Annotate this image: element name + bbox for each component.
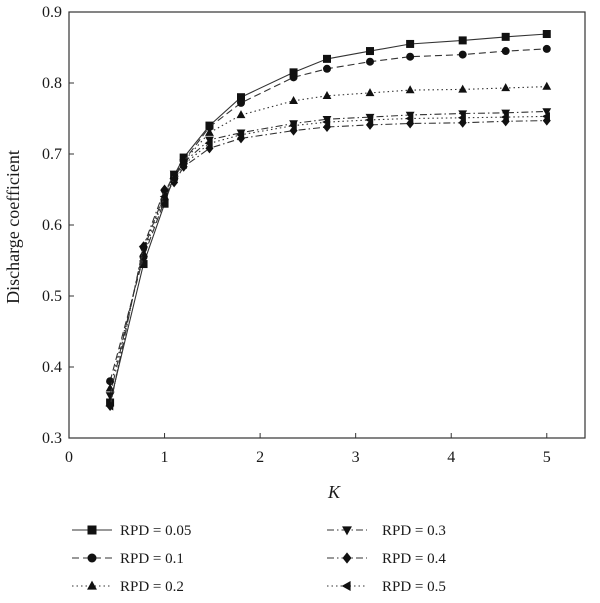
data-point: [160, 184, 169, 195]
y-tick-label: 0.9: [42, 4, 62, 21]
data-point: [205, 136, 214, 145]
series-line: [109, 120, 547, 407]
data-point: [322, 90, 332, 99]
data-point: [236, 130, 245, 140]
legend-item-3: RPD = 0.2: [72, 579, 184, 595]
data-point: [323, 54, 331, 63]
data-point: [169, 174, 178, 184]
data-point: [457, 113, 466, 123]
data-point: [205, 127, 214, 136]
legend-marker: [341, 581, 351, 591]
series-line: [109, 110, 547, 396]
data-point: [458, 110, 468, 119]
data-point: [501, 109, 511, 118]
legend-label: RPD = 0.5: [382, 579, 446, 595]
legend-marker: [87, 580, 97, 590]
y-tick-label: 0.3: [42, 430, 62, 447]
series-4: [105, 108, 552, 401]
x-tick-label: 5: [543, 449, 551, 466]
data-point: [159, 192, 168, 201]
data-point: [204, 138, 213, 148]
data-point: [178, 160, 187, 170]
data-point: [138, 241, 147, 251]
series-line: [109, 115, 547, 407]
data-point: [542, 44, 551, 53]
series-6: [105, 111, 550, 411]
data-point: [501, 83, 511, 92]
data-point: [458, 50, 467, 59]
data-point: [237, 93, 245, 102]
legend-label: RPD = 0.2: [120, 579, 184, 595]
legend-marker: [87, 553, 97, 563]
data-point: [323, 64, 331, 73]
data-point: [236, 110, 246, 119]
data-point: [541, 111, 550, 121]
data-point: [105, 401, 114, 411]
data-point: [205, 123, 214, 132]
data-point: [405, 111, 415, 120]
data-point: [501, 47, 510, 56]
data-point: [237, 98, 245, 107]
data-point: [501, 32, 510, 41]
legend-marker: [87, 525, 97, 535]
data-point: [500, 112, 509, 122]
plot-frame: [68, 11, 586, 439]
legend-marker: [342, 552, 352, 564]
data-point: [365, 115, 374, 125]
data-point: [458, 36, 467, 45]
legend-item-6: RPD = 0.5: [327, 579, 446, 595]
data-point: [542, 81, 552, 90]
data-point: [105, 383, 115, 392]
data-point: [105, 392, 115, 401]
data-point: [542, 30, 551, 39]
data-point: [458, 84, 468, 93]
x-tick-label: 2: [256, 449, 264, 466]
legend-label: RPD = 0.05: [120, 523, 191, 539]
y-tick-label: 0.7: [42, 146, 62, 163]
data-point: [288, 121, 297, 130]
legend-label: RPD = 0.3: [382, 523, 446, 539]
x-tick-label: 3: [352, 449, 360, 466]
y-tick-label: 0.8: [42, 75, 62, 92]
legend-item-1: RPD = 0.05: [72, 523, 191, 539]
data-point: [322, 117, 331, 127]
data-point: [366, 57, 374, 66]
x-tick-label: 0: [65, 449, 73, 466]
series-line: [109, 33, 547, 403]
data-point: [169, 170, 179, 179]
data-point: [405, 85, 415, 94]
legend: RPD = 0.05 RPD = 0.1 RPD = 0.2 RPD = 0.3 RPD…: [72, 523, 446, 595]
data-point: [139, 260, 148, 269]
legend-item-4: RPD = 0.3: [327, 523, 446, 539]
y-tick-label: 0.4: [42, 359, 62, 376]
data-point: [542, 108, 552, 117]
data-point: [366, 47, 374, 56]
legend-label: RPD = 0.1: [120, 551, 184, 567]
data-point: [365, 88, 375, 97]
legend-marker: [342, 526, 352, 536]
series-line: [109, 86, 547, 389]
data-point: [289, 95, 298, 104]
x-axis-title: K: [327, 482, 341, 502]
axes: 0 1 2 3 4 5 0.3 0.4 0.5 0.6 0.7 0.8 0.9: [42, 4, 586, 466]
data-point: [289, 68, 298, 77]
x-tick-label: 1: [161, 449, 169, 466]
y-tick-label: 0.5: [42, 288, 62, 305]
series-group: [105, 30, 552, 412]
legend-item-5: RPD = 0.4: [327, 551, 446, 567]
data-point: [405, 114, 414, 123]
legend-label: RPD = 0.4: [382, 551, 446, 567]
y-tick-label: 0.6: [42, 217, 62, 234]
series-5: [106, 115, 551, 412]
data-point: [406, 39, 415, 48]
legend-item-2: RPD = 0.1: [72, 551, 184, 567]
data-point: [406, 52, 415, 61]
y-axis-title: Discharge coefficient: [3, 150, 23, 304]
series-1: [106, 30, 551, 407]
x-tick-label: 4: [447, 449, 455, 466]
data-point: [289, 73, 298, 82]
